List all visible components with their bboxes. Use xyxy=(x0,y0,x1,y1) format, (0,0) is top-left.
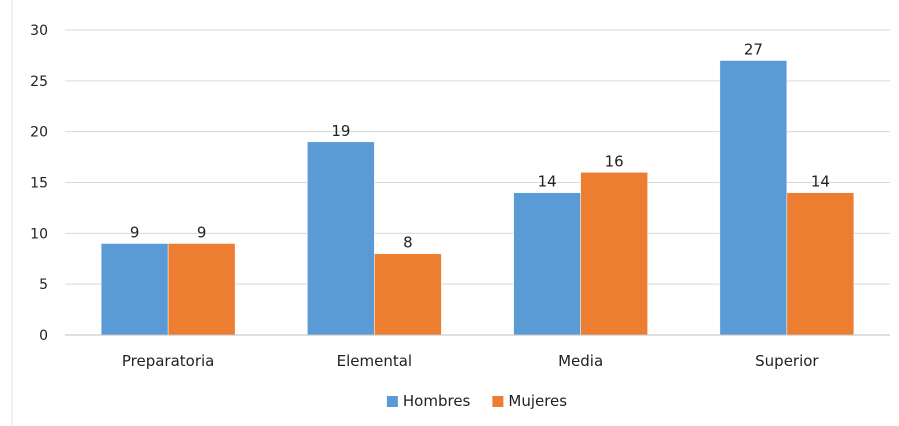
data-label-mujeres-preparatoria: 9 xyxy=(197,224,207,242)
bar-hombres-elemental[interactable] xyxy=(307,141,375,336)
data-label-hombres-preparatoria: 9 xyxy=(130,224,140,242)
bar-mujeres-elemental[interactable] xyxy=(374,253,442,336)
y-tick-label-30: 30 xyxy=(30,23,48,39)
y-tick-label-20: 20 xyxy=(30,125,48,141)
legend-label-hombres[interactable]: Hombres xyxy=(403,392,471,410)
legend-swatch-hombres[interactable] xyxy=(386,396,398,407)
data-label-mujeres-superior: 14 xyxy=(811,173,830,191)
y-tick-label-10: 10 xyxy=(30,226,48,242)
y-tick-label-25: 25 xyxy=(30,74,48,90)
bar-hombres-media[interactable] xyxy=(513,192,581,336)
y-tick-label-0: 0 xyxy=(39,328,48,344)
data-label-hombres-elemental: 19 xyxy=(331,122,350,140)
data-label-hombres-media: 14 xyxy=(538,173,557,191)
bar-hombres-preparatoria[interactable] xyxy=(100,243,169,336)
bar-mujeres-superior[interactable] xyxy=(786,192,855,336)
bar-mujeres-preparatoria[interactable] xyxy=(167,243,236,336)
x-tick-label-superior: Superior xyxy=(755,352,819,370)
data-label-hombres-superior: 27 xyxy=(744,41,763,59)
x-tick-label-preparatoria: Preparatoria xyxy=(122,352,215,370)
x-tick-label-elemental: Elemental xyxy=(337,352,412,370)
bar-hombres-superior[interactable] xyxy=(719,60,788,336)
legend-swatch-mujeres[interactable] xyxy=(492,396,504,407)
legend-label-mujeres[interactable]: Mujeres xyxy=(508,392,567,410)
x-tick-label-media: Media xyxy=(558,352,603,370)
data-label-mujeres-elemental: 8 xyxy=(403,234,413,252)
y-tick-label-5: 5 xyxy=(39,277,48,293)
data-label-mujeres-media: 16 xyxy=(605,152,624,170)
bar-mujeres-media[interactable] xyxy=(580,172,648,336)
y-tick-label-15: 15 xyxy=(30,176,48,192)
